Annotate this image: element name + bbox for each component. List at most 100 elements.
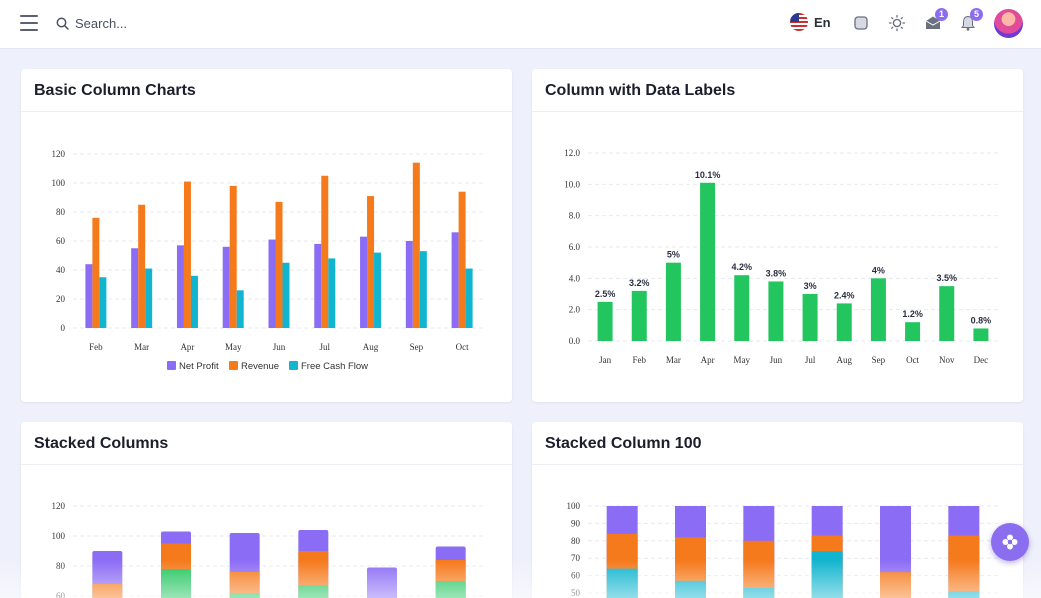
bar	[176, 245, 184, 328]
bar	[870, 278, 886, 341]
bar	[597, 301, 613, 341]
data-label: 3.5%	[936, 273, 957, 283]
y-tick-label: 120	[52, 149, 66, 159]
bar	[236, 290, 244, 328]
data-labels-column-chart: 0.0 2.0 4.0 6.0 8.0 10.0 12.0 2.5% Jan 3.2% Feb 5% M…	[564, 148, 998, 365]
mail-badge: 1	[935, 8, 948, 21]
y-tick-label: 100	[52, 531, 66, 541]
bar	[222, 246, 230, 328]
x-tick-label: May	[225, 342, 242, 352]
search-box[interactable]	[56, 13, 215, 33]
y-tick-label: 90	[571, 518, 581, 528]
bar-segment	[161, 569, 191, 598]
y-tick-label: 60	[571, 571, 581, 581]
bar	[360, 236, 368, 328]
bar	[314, 243, 322, 328]
x-tick-label: Sep	[872, 355, 886, 365]
y-tick-label: 12.0	[564, 148, 580, 158]
x-tick-label: Apr	[701, 355, 715, 365]
x-tick-label: Jun	[770, 355, 783, 365]
bar	[229, 185, 237, 328]
search-icon	[56, 17, 69, 30]
bar	[836, 303, 852, 341]
top-bar: En 1 5	[0, 0, 1041, 49]
x-tick-label: Sep	[410, 342, 424, 352]
bar	[973, 328, 989, 341]
bar	[458, 191, 466, 328]
y-tick-label: 100	[52, 178, 66, 188]
data-label: 10.1%	[695, 170, 721, 180]
data-label: 3.2%	[629, 278, 650, 288]
y-tick-label: 60	[56, 591, 66, 598]
data-label: 5%	[667, 250, 680, 260]
x-tick-label: Mar	[666, 355, 681, 365]
data-label: 4%	[872, 265, 885, 275]
data-label: 3.8%	[766, 268, 787, 278]
theme-toggle-icon[interactable]	[888, 14, 906, 32]
x-tick-label: Nov	[939, 355, 955, 365]
y-tick-label: 0	[61, 323, 66, 333]
card-basic-column: Basic Column Charts 0 20 40 60 80 100 120 Feb Ma…	[21, 69, 512, 402]
bar	[700, 182, 716, 341]
notification-bell-icon[interactable]: 5	[959, 8, 983, 32]
settings-fab-button[interactable]	[991, 523, 1029, 561]
fullscreen-icon[interactable]	[852, 14, 870, 32]
bar	[631, 290, 647, 341]
bar	[85, 264, 93, 328]
x-tick-label: Aug	[837, 355, 853, 365]
x-tick-label: Jul	[320, 342, 331, 352]
x-tick-label: Mar	[134, 342, 149, 352]
x-tick-label: Oct	[456, 342, 469, 352]
language-selector[interactable]: En	[790, 13, 831, 31]
y-tick-label: 40	[56, 265, 66, 275]
bar-segment	[811, 551, 843, 598]
y-tick-label: 60	[56, 236, 66, 246]
y-tick-label: 120	[52, 501, 66, 511]
data-label: 4.2%	[731, 262, 752, 272]
data-label: 0.8%	[971, 315, 992, 325]
bar	[275, 201, 283, 328]
flower-settings-icon	[1002, 534, 1018, 550]
data-label: 3%	[804, 281, 817, 291]
card-stacked-100: Stacked Column 100 50 60 70 80 90 100	[532, 422, 1023, 598]
bar	[328, 258, 336, 328]
y-tick-label: 80	[56, 207, 66, 217]
legend-swatch	[289, 361, 298, 370]
avatar[interactable]	[994, 9, 1023, 38]
y-tick-label: 70	[571, 553, 581, 563]
search-input[interactable]	[75, 15, 215, 31]
bar	[321, 175, 329, 328]
x-tick-label: Aug	[363, 342, 379, 352]
y-tick-label: 50	[571, 588, 581, 598]
bar-segment	[229, 593, 260, 598]
bar	[138, 204, 146, 328]
y-tick-label: 10.0	[564, 179, 580, 189]
bar-segment	[743, 587, 775, 598]
card-title: Column with Data Labels	[532, 69, 1023, 112]
menu-toggle-icon[interactable]	[20, 15, 38, 31]
legend-swatch	[229, 361, 238, 370]
bar-segment	[367, 567, 397, 598]
card-title: Basic Column Charts	[21, 69, 512, 112]
mail-icon[interactable]: 1	[924, 8, 948, 32]
legend-label: Net Profit	[179, 361, 219, 372]
bar	[939, 286, 955, 341]
card-title: Stacked Columns	[21, 422, 512, 465]
card-stacked-columns: Stacked Columns 60 80 100 120	[21, 422, 512, 598]
y-tick-label: 100	[567, 501, 581, 511]
data-label: 1.2%	[902, 309, 923, 319]
bar-segment	[92, 584, 123, 598]
bar	[92, 217, 100, 328]
legend-label: Revenue	[241, 361, 279, 372]
bar	[768, 281, 784, 341]
bar-segment	[606, 568, 638, 598]
x-tick-label: Jun	[273, 342, 286, 352]
y-tick-label: 8.0	[569, 211, 581, 221]
bar	[802, 294, 818, 341]
y-tick-label: 2.0	[569, 305, 581, 315]
bar-segment	[880, 572, 911, 598]
y-tick-label: 0.0	[569, 336, 581, 346]
y-tick-label: 80	[56, 561, 66, 571]
bar	[99, 277, 107, 328]
bar	[374, 252, 382, 328]
